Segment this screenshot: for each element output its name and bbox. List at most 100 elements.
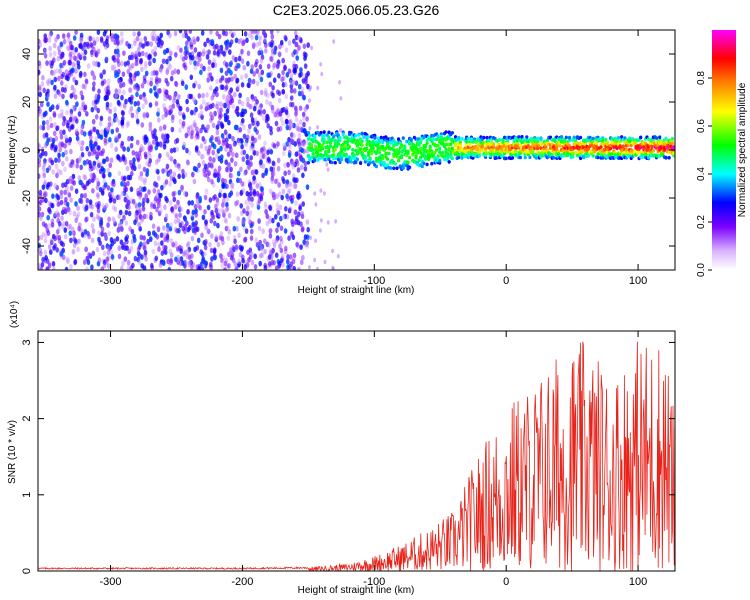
spectrogram-cell xyxy=(85,255,89,262)
spectrogram-cell xyxy=(263,238,267,244)
spectrogram-cell xyxy=(306,160,310,165)
spectrogram-cell xyxy=(62,38,67,45)
spectrogram-cell xyxy=(163,216,168,223)
spectrogram-cell xyxy=(55,68,59,74)
spectrogram-cell xyxy=(444,130,448,134)
spectrogram-cell xyxy=(141,43,145,49)
spectrogram-cell xyxy=(177,173,181,180)
colorbar: 0.00.20.40.60.8 Normalized spectral ampl… xyxy=(696,30,748,277)
spectrogram-cell xyxy=(63,189,67,196)
spectrogram-cell xyxy=(138,192,143,198)
spectrogram-cell xyxy=(281,188,286,195)
spectrogram-cell xyxy=(235,77,240,84)
spectrogram-cell xyxy=(487,146,491,150)
spectrogram-cell xyxy=(134,56,139,62)
spectrogram-cell xyxy=(465,140,469,144)
spectrogram-cell xyxy=(664,137,668,142)
spectrogram-cell xyxy=(274,252,279,258)
spectrogram-cell xyxy=(116,48,120,55)
spectrogram-cell xyxy=(150,49,155,55)
spectrogram-cell xyxy=(65,256,70,263)
spectrogram-cell xyxy=(114,33,118,39)
spectrogram-cell xyxy=(272,242,277,248)
spectrogram-cell xyxy=(79,37,83,43)
spectrogram-cell xyxy=(127,43,132,49)
spectrogram-cell xyxy=(144,52,149,58)
spectrogram-cell xyxy=(93,104,98,111)
spectrogram-cell xyxy=(145,168,150,174)
spectrogram-cell xyxy=(153,128,157,134)
spectrogram-cell xyxy=(295,215,299,221)
spectrogram-cell xyxy=(132,157,136,163)
spectrogram-cell xyxy=(46,230,51,236)
spectrogram-cell xyxy=(629,143,633,148)
spectrogram-cell xyxy=(237,232,241,239)
spectrogram-cell xyxy=(175,137,180,144)
spectrogram-cell xyxy=(149,41,154,47)
spectrogram-cell xyxy=(111,65,115,72)
spectrogram-cell xyxy=(178,260,183,267)
spectrogram-cell xyxy=(39,234,44,241)
spectrogram-cell xyxy=(270,175,275,182)
spectrogram-cell xyxy=(213,247,217,253)
spectrogram-cell xyxy=(120,94,124,101)
spectrogram-cell xyxy=(189,39,194,45)
spectrogram-cell xyxy=(68,70,72,76)
spectrogram-cell xyxy=(208,197,213,203)
spectrogram-cell xyxy=(195,226,200,233)
spectrogram-cell xyxy=(210,76,214,82)
spectrogram-cell xyxy=(309,143,314,148)
spectrogram-cell xyxy=(178,127,182,133)
spectrogram-cell xyxy=(259,159,263,165)
spectrogram-cell xyxy=(72,35,77,41)
spectrogram-cell xyxy=(241,156,246,162)
spectrogram-cell xyxy=(154,182,159,188)
spectrogram-cell xyxy=(217,165,222,172)
spectrogram-cell xyxy=(85,145,89,152)
spectrogram-cell xyxy=(169,252,174,258)
spectrogram-cell xyxy=(556,152,561,156)
spectrogram-cell xyxy=(87,233,91,240)
spectrogram-cell xyxy=(249,79,253,85)
spectrogram-cell xyxy=(105,125,109,132)
spectrogram-cell xyxy=(76,205,80,211)
spectrogram-cell xyxy=(77,157,82,164)
spectrogram-cell xyxy=(42,133,47,139)
spectrogram-cell xyxy=(292,256,296,262)
spectrogram-cell xyxy=(145,111,149,118)
spectrogram-cell xyxy=(571,154,575,159)
spectrogram-cell xyxy=(94,61,98,68)
spectrogram-cell xyxy=(206,77,210,83)
spectrogram-cell xyxy=(284,109,289,116)
spectrogram-cell xyxy=(109,157,114,163)
spectrogram-cell xyxy=(129,245,134,252)
spectrogram-cell xyxy=(68,223,73,230)
spectrogram-cell xyxy=(200,232,204,238)
spectrogram-cell xyxy=(115,136,120,143)
spectrogram-cell xyxy=(79,90,84,96)
spectrogram-cell xyxy=(245,190,250,197)
spectrogram-cell xyxy=(80,193,84,199)
spectrogram-cell xyxy=(564,135,568,140)
spectrogram-cell xyxy=(210,179,214,185)
spectrogram-cell xyxy=(304,241,309,248)
spectrogram-cell xyxy=(144,256,148,262)
spectrogram-cell xyxy=(253,253,257,260)
spectrogram-cell xyxy=(128,159,133,166)
spectrogram-cell xyxy=(74,68,79,74)
spectrogram-cell xyxy=(119,218,124,225)
spectrogram-cell xyxy=(142,74,147,81)
spectrogram-cell xyxy=(48,208,52,215)
spectrogram-cell xyxy=(250,30,255,34)
spectrogram-cell xyxy=(157,241,161,248)
spectrogram-cell xyxy=(474,140,478,145)
spectrogram-cell xyxy=(255,80,260,87)
spectrogram-cell xyxy=(92,126,97,133)
spectrogram-cell xyxy=(294,116,299,123)
spectrogram-cell xyxy=(38,173,41,179)
spectrogram-cell xyxy=(46,214,50,221)
spectrogram-cell xyxy=(344,154,348,159)
spectrogram-cell xyxy=(162,232,167,238)
spectrogram-cell xyxy=(106,185,111,191)
snr-series-line xyxy=(38,341,675,571)
